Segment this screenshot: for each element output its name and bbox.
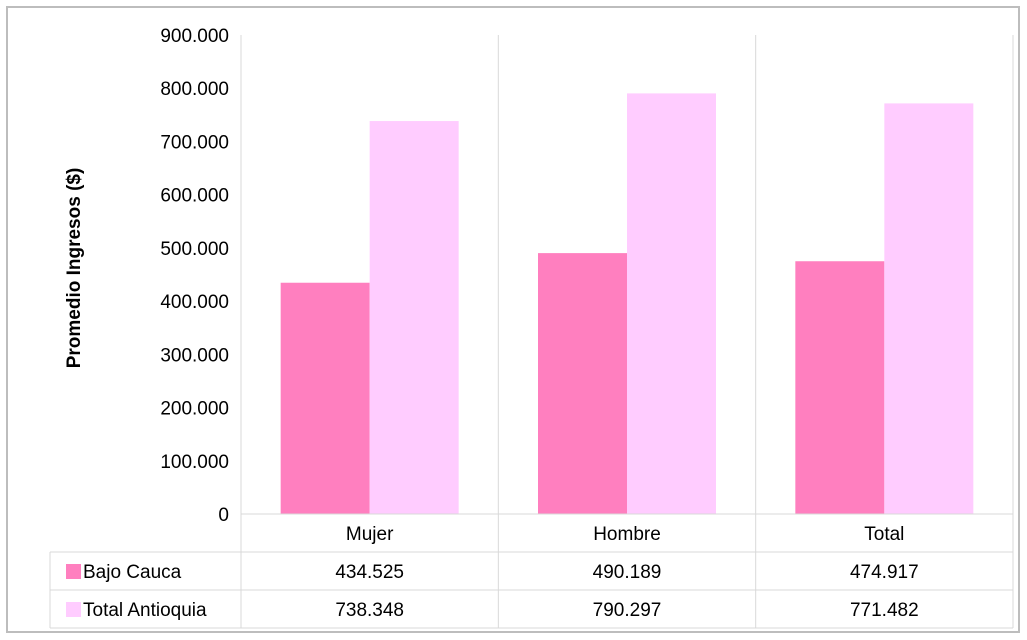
bar-total-antioquia-mujer	[369, 121, 459, 514]
y-tick-label: 900.000	[160, 26, 229, 47]
data-label: 771.482	[850, 600, 919, 621]
data-table: Mujer Hombre Total Bajo Cauca 434.525 490.189…	[49, 513, 1014, 629]
data-label: 790.297	[593, 600, 662, 621]
category-label: Mujer	[346, 524, 394, 545]
y-tick-label: 700.000	[160, 132, 229, 153]
bar-bajo-cauca-mujer	[280, 282, 370, 514]
bar-bajo-cauca-hombre	[538, 253, 627, 514]
y-tick-label: 500.000	[160, 239, 229, 260]
data-label: 434.525	[335, 562, 404, 583]
bar-bajo-cauca-total	[795, 261, 885, 514]
category-label: Total	[864, 524, 904, 545]
y-tick-label: 0	[218, 505, 229, 526]
data-label: 474.917	[850, 562, 919, 583]
category-label: Hombre	[593, 524, 661, 545]
legend-entry: Bajo Cauca	[83, 562, 182, 583]
legend-swatch	[66, 602, 81, 617]
y-tick-label: 600.000	[160, 186, 229, 207]
legend-entry: Total Antioquia	[83, 600, 207, 621]
bar-total-antioquia-hombre	[627, 93, 716, 514]
y-tick-label: 100.000	[160, 452, 229, 473]
y-tick-label: 400.000	[160, 292, 229, 313]
y-axis-label: Promedio Ingresos ($)	[64, 168, 85, 369]
y-tick-label: 300.000	[160, 345, 229, 366]
bars	[280, 93, 974, 514]
y-tick-labels: 0 100.000 200.000 300.000 400.000 500.000 600.…	[160, 26, 229, 526]
data-label: 490.189	[593, 562, 662, 583]
y-tick-label: 200.000	[160, 399, 229, 420]
gridlines	[240, 35, 1014, 514]
data-label: 738.348	[335, 600, 404, 621]
legend-swatch	[66, 564, 81, 579]
y-tick-label: 800.000	[160, 79, 229, 100]
bar-total-antioquia-total	[884, 103, 974, 514]
